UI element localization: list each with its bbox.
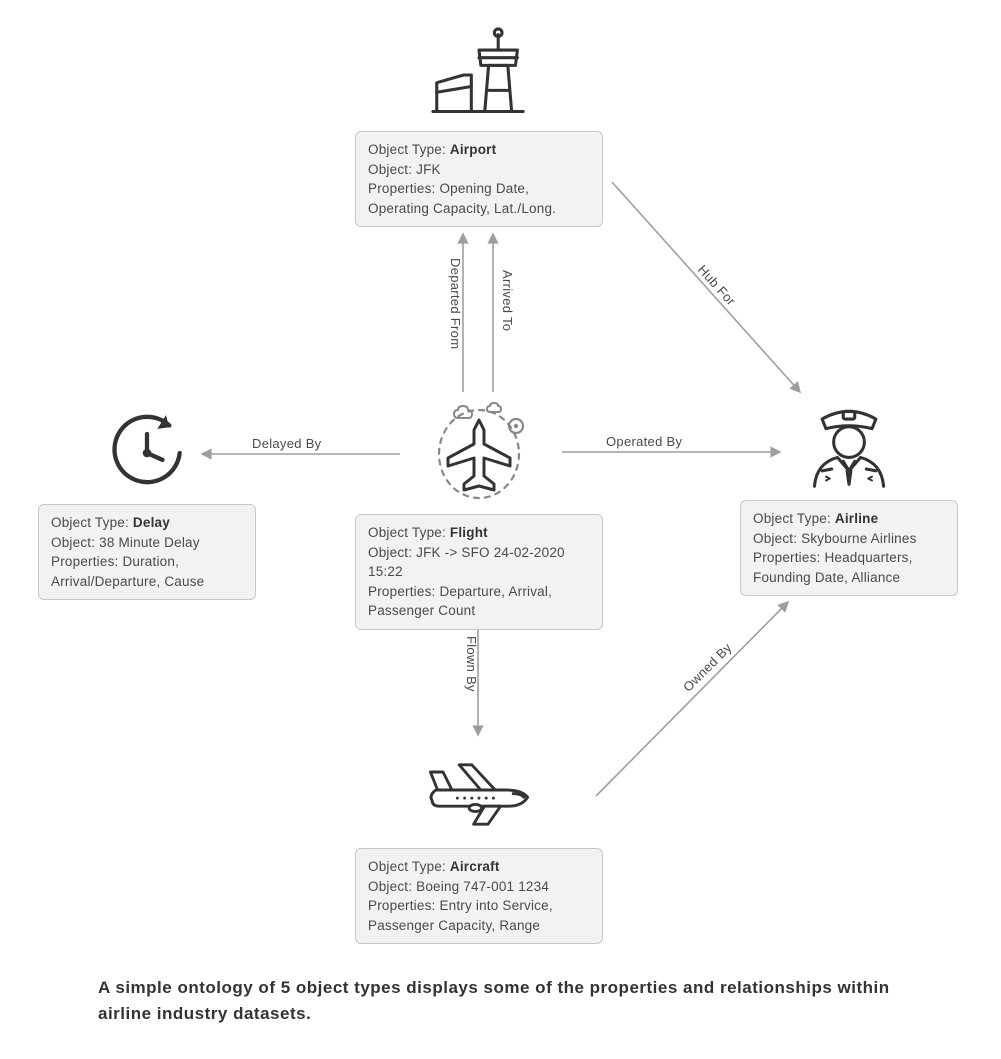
- edge-label-arrived-to: Arrived To: [500, 270, 515, 331]
- clock-rewind-icon: [38, 410, 256, 496]
- node-airline: Object Type: Airline Object: Skybourne A…: [740, 396, 958, 596]
- edge-label-departed-from: Departed From: [448, 258, 463, 349]
- airport-object: JFK: [416, 162, 441, 177]
- delay-info-box: Object Type: Delay Object: 38 Minute Del…: [38, 504, 256, 600]
- flight-plan-icon: [355, 396, 603, 506]
- aircraft-object-type: Aircraft: [450, 859, 500, 874]
- edge-label-owned-by: Owned By: [680, 640, 735, 695]
- delay-object: 38 Minute Delay: [99, 535, 200, 550]
- edge-label-flown-by: Flown By: [464, 636, 479, 692]
- flight-object-type: Flight: [450, 525, 488, 540]
- pilot-icon: [740, 396, 958, 492]
- airline-object-type: Airline: [835, 511, 878, 526]
- diagram-caption: A simple ontology of 5 object types disp…: [98, 975, 898, 1026]
- airline-object: Skybourne Airlines: [801, 531, 916, 546]
- aircraft-object: Boeing 747-001 1234: [416, 879, 549, 894]
- airline-info-box: Object Type: Airline Object: Skybourne A…: [740, 500, 958, 596]
- airport-tower-icon: [355, 27, 603, 123]
- edge-label-delayed-by: Delayed By: [252, 436, 321, 451]
- edge-label-operated-by: Operated By: [606, 434, 682, 449]
- edge-owned-by: [596, 602, 788, 796]
- airport-object-type: Airport: [450, 142, 496, 157]
- airplane-icon: [355, 740, 603, 840]
- flight-info-box: Object Type: Flight Object: JFK -> SFO 2…: [355, 514, 603, 630]
- node-flight: Object Type: Flight Object: JFK -> SFO 2…: [355, 396, 603, 630]
- node-airport: Object Type: Airport Object: JFK Propert…: [355, 27, 603, 227]
- aircraft-info-box: Object Type: Aircraft Object: Boeing 747…: [355, 848, 603, 944]
- airport-info-box: Object Type: Airport Object: JFK Propert…: [355, 131, 603, 227]
- edge-hub-for: [612, 182, 800, 392]
- edge-label-hub-for: Hub For: [695, 262, 739, 308]
- delay-object-type: Delay: [133, 515, 170, 530]
- node-delay: Object Type: Delay Object: 38 Minute Del…: [38, 410, 256, 600]
- node-aircraft: Object Type: Aircraft Object: Boeing 747…: [355, 740, 603, 944]
